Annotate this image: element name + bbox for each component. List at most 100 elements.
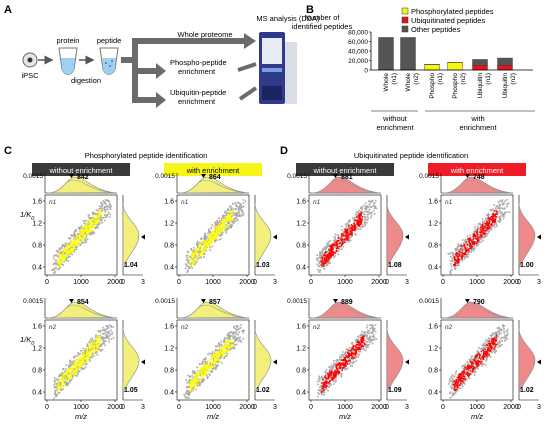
- bar-y-tick: 20,000: [348, 58, 368, 65]
- y-tick: 1.2: [32, 345, 42, 352]
- y-tick: 1.6: [296, 323, 306, 330]
- bar-y-tick: 80,000: [348, 29, 368, 36]
- mass-spectrometer-icon: [259, 32, 297, 104]
- y-tick: 1.6: [296, 198, 306, 205]
- legend-phospho: Phosphorylated peptides: [411, 7, 494, 16]
- median-mz-label: 748: [473, 174, 485, 181]
- x-axis-label: m/z: [207, 412, 219, 421]
- panel-b: B Number of identified peptides 0 20,000 40…: [292, 4, 535, 132]
- marginal-y-tick: 3: [141, 404, 145, 411]
- scatter-cell: 0.0015 748 n1 0.4 0.8 1.2 1.6 0 1000 2000 1.00 0 3: [419, 173, 541, 286]
- y-tick: 0.4: [32, 389, 42, 396]
- x-axis-label: m/z: [75, 412, 87, 421]
- marginal-y-density: [386, 202, 404, 270]
- marginal-x-tick: 0.0015: [419, 173, 439, 180]
- x-tick: 0: [177, 279, 181, 286]
- marginal-y-tick: 0: [517, 404, 521, 411]
- y-tick: 1.2: [428, 220, 438, 227]
- group-with-label: with enrichment: [459, 114, 497, 132]
- header-d-without: without enrichment: [313, 166, 378, 175]
- x-tick: 2000: [503, 279, 519, 286]
- marginal-y-tick: 3: [273, 279, 277, 286]
- peptide-label: peptide: [97, 36, 122, 45]
- x-tick: 1000: [337, 279, 353, 286]
- group-without-label: without enrichment: [376, 114, 414, 132]
- condition-headers: without enrichment with enrichment witho…: [32, 163, 526, 176]
- y-tick: 0.4: [428, 264, 438, 271]
- y-tick: 0.8: [164, 367, 174, 374]
- y-tick: 1.2: [296, 345, 306, 352]
- median-k0-label: 1.03: [256, 262, 270, 269]
- y-tick: 0.8: [428, 367, 438, 374]
- panel-c-title: Phosphorylated peptide identification: [85, 151, 208, 160]
- bar-x-labels: Whole(n1) Whole(n2) Phospho(n1) Phospho(n2)…: [383, 73, 517, 99]
- x-tick: 1000: [73, 279, 89, 286]
- y-tick: 0.8: [32, 367, 42, 374]
- replicate-label: n2: [313, 324, 321, 331]
- replicate-label: n2: [445, 324, 453, 331]
- scatter-grid: 0.0015 842 n1 0.4 0.8 1.2 1.6 0 1000 2000 1/K0 1.04…: [20, 173, 541, 421]
- x-tick: 0: [45, 279, 49, 286]
- scatter-cell: 0.0015 864 n1 0.4 0.8 1.2 1.6 0 1000 2000 1.03 0 3: [155, 173, 277, 286]
- y-tick: 0.8: [428, 242, 438, 249]
- median-mz-label: 881: [341, 174, 353, 181]
- x-tick: 2000: [239, 279, 255, 286]
- marginal-y-tick: 0: [253, 404, 257, 411]
- panel-a-letter: A: [4, 4, 12, 16]
- bar-x-tick: Ubiquitin(n2): [502, 73, 517, 99]
- marginal-y-tick: 0: [253, 279, 257, 286]
- x-tick: 1000: [469, 279, 485, 286]
- marginal-y-density: [122, 327, 140, 395]
- phospho-enrichment-label: Phospho-peptide enrichment: [170, 58, 227, 76]
- x-tick: 2000: [371, 279, 387, 286]
- marginal-y-tick: 3: [405, 404, 409, 411]
- modified-peptides-points: [56, 334, 101, 392]
- median-k0-label: 1.02: [520, 387, 534, 394]
- modified-peptides-points: [188, 339, 234, 392]
- bar-y-tick: 40,000: [348, 48, 368, 55]
- workflow-arrows: [121, 33, 256, 108]
- scatter-cell: 0.0015 790 n2 0.4 0.8 1.2 1.6 0 1000 2000 m/z 1.02 0…: [419, 298, 541, 421]
- median-k0-label: 1.09: [388, 387, 402, 394]
- y-tick: 1.2: [32, 220, 42, 227]
- bar-segment: [400, 37, 416, 70]
- bar-segment: [497, 57, 513, 66]
- x-tick: 2000: [107, 279, 123, 286]
- scatter-cell: 0.0015 881 n1 0.4 0.8 1.2 1.6 0 1000 2000 1.08 0 3: [287, 173, 409, 286]
- scatter-cell: 0.0015 854 n2 0.4 0.8 1.2 1.6 0 1000 2000 m/z 1/K0 1…: [20, 298, 145, 421]
- replicate-label: n1: [313, 199, 321, 206]
- y-tick: 0.8: [32, 242, 42, 249]
- y-tick: 1.6: [164, 198, 174, 205]
- bar-x-tick: Phospho(n2): [452, 73, 467, 99]
- panel-b-letter: B: [306, 4, 314, 16]
- y-tick: 0.4: [428, 389, 438, 396]
- ubiquitin-enrichment-label: Ubiquitin-peptide enrichment: [170, 88, 226, 106]
- scatter-cell: 0.0015 857 n2 0.4 0.8 1.2 1.6 0 1000 2000 m/z 1.02 0…: [155, 298, 277, 421]
- y-tick: 0.8: [296, 242, 306, 249]
- header-c-with: with enrichment: [186, 166, 240, 175]
- marginal-y-tick: 0: [121, 404, 125, 411]
- marginal-y-density: [518, 202, 536, 270]
- marginal-x-tick: 0.0015: [155, 298, 175, 305]
- x-tick: 0: [309, 404, 313, 411]
- marginal-y-density: [122, 202, 140, 270]
- bar-x-tick: Whole(n1): [383, 73, 398, 92]
- bar-x-tick: Whole(n2): [405, 73, 420, 92]
- x-tick: 1000: [337, 404, 353, 411]
- y-tick: 0.4: [32, 264, 42, 271]
- y-tick: 0.4: [164, 389, 174, 396]
- marginal-y-density: [254, 327, 272, 395]
- y-tick: 0.4: [296, 264, 306, 271]
- marginal-y-tick: 3: [405, 279, 409, 286]
- marginal-y-tick: 3: [537, 404, 541, 411]
- legend: Phosphorylated peptides Ubiquitinated pe…: [401, 7, 494, 34]
- bar-segment: [472, 59, 488, 66]
- replicate-label: n1: [181, 199, 189, 206]
- bar-x-tick: Ubiquitin(n1): [477, 73, 492, 99]
- marginal-y-density: [518, 327, 536, 395]
- median-mz-label: 790: [473, 299, 485, 306]
- ipsc-dish-icon: [22, 52, 38, 68]
- scatter-cell: 0.0015 889 n2 0.4 0.8 1.2 1.6 0 1000 2000 m/z 1.09 0…: [287, 298, 409, 421]
- x-tick: 0: [441, 404, 445, 411]
- x-axis-label: m/z: [471, 412, 483, 421]
